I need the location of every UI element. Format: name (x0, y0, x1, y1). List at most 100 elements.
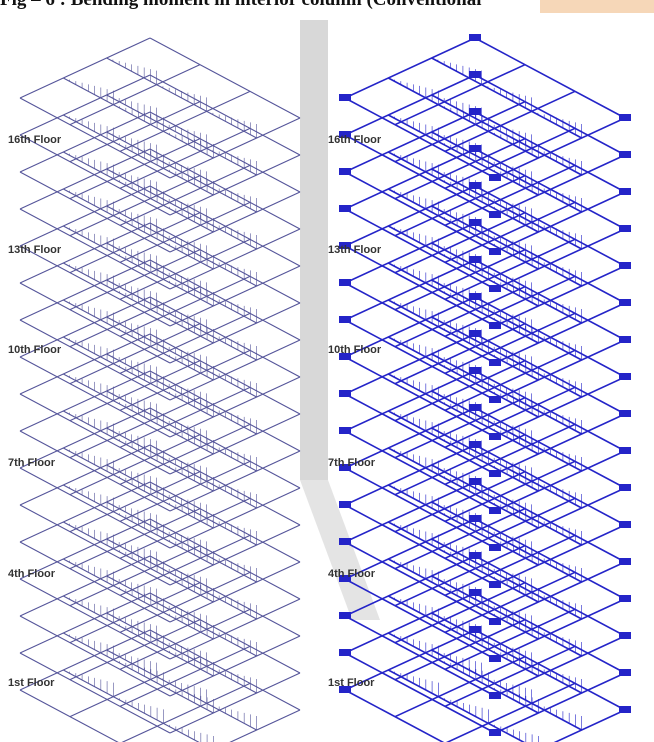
floor-label: 7th Floor (328, 457, 376, 469)
joint-moment (619, 188, 631, 195)
joint-moment (469, 145, 481, 152)
joint-moment (619, 151, 631, 158)
beam (150, 630, 300, 710)
joint-moment (619, 558, 631, 565)
floor-label: 1st Floor (328, 677, 375, 689)
beam (20, 431, 170, 511)
floor-label: 4th Floor (328, 568, 376, 580)
joint-moment (469, 367, 481, 374)
floor-label: 16th Floor (328, 134, 382, 146)
beam (150, 445, 300, 525)
joint-moment (619, 262, 631, 269)
beam (345, 690, 495, 742)
joint-moment (489, 359, 501, 366)
joint-moment (489, 396, 501, 403)
joint-moment (619, 521, 631, 528)
beam (150, 297, 300, 377)
joint-moment (619, 299, 631, 306)
joint-moment (619, 114, 631, 121)
beam (150, 75, 300, 155)
joint-moment (339, 168, 351, 175)
joint-moment (619, 706, 631, 713)
joint-moment (339, 538, 351, 545)
joint-moment (469, 71, 481, 78)
joint-moment (489, 248, 501, 255)
beam (150, 186, 300, 266)
beam (150, 371, 300, 451)
joint-moment (619, 410, 631, 417)
joint-moment (469, 293, 481, 300)
joint-moment (489, 285, 501, 292)
joint-moment (489, 433, 501, 440)
beam (20, 690, 170, 742)
beam (150, 38, 300, 118)
joint-moment (469, 34, 481, 41)
joint-moment (339, 612, 351, 619)
joint-moment (619, 669, 631, 676)
joint-moment (339, 279, 351, 286)
beam (150, 408, 300, 488)
left-structure (20, 38, 300, 742)
joint-moment (619, 447, 631, 454)
joint-moment (339, 316, 351, 323)
beam (20, 320, 170, 400)
joint-moment (489, 211, 501, 218)
beam (20, 246, 170, 326)
joint-moment (469, 515, 481, 522)
floor-label: 13th Floor (8, 244, 62, 256)
beam (150, 334, 300, 414)
joint-moment (469, 478, 481, 485)
page: {"title": "Fig – 6 : Bending moment in i… (0, 0, 654, 742)
joint-moment (489, 618, 501, 625)
diagram: 16th Floor 16th Floor 13th Floor 13th Floor… (0, 0, 654, 742)
joint-moment (469, 182, 481, 189)
floor-label: 4th Floor (8, 568, 56, 580)
joint-moment (489, 729, 501, 736)
joint-moment (469, 404, 481, 411)
joint-moment (469, 256, 481, 263)
joint-moment (619, 336, 631, 343)
beam (20, 579, 170, 659)
floor-label: 1st Floor (8, 677, 55, 689)
beam (150, 519, 300, 599)
joint-moment (489, 692, 501, 699)
joint-moment (619, 225, 631, 232)
right-structure (339, 34, 631, 742)
joint-moment (339, 94, 351, 101)
joint-moment (469, 330, 481, 337)
joint-moment (469, 552, 481, 559)
joint-moment (469, 108, 481, 115)
joint-moment (489, 174, 501, 181)
beam (20, 468, 170, 548)
floor-label: 10th Floor (8, 344, 62, 356)
beam (20, 653, 170, 733)
floor-label: 7th Floor (8, 457, 56, 469)
beam (20, 542, 170, 622)
beam (20, 135, 170, 215)
beam (20, 357, 170, 437)
joint-moment (339, 205, 351, 212)
joint-moment (489, 655, 501, 662)
joint-moment (489, 544, 501, 551)
joint-moment (339, 649, 351, 656)
joint-moment (469, 441, 481, 448)
joint-moment (469, 589, 481, 596)
joint-moment (339, 427, 351, 434)
joint-moment (619, 484, 631, 491)
beam (150, 556, 300, 636)
beam (150, 112, 300, 192)
floor-label: 13th Floor (328, 244, 382, 256)
joint-moment (469, 219, 481, 226)
beam (150, 260, 300, 340)
floor-label: 10th Floor (328, 344, 382, 356)
joint-moment (339, 501, 351, 508)
floor-label: 16th Floor (8, 134, 62, 146)
beam (150, 149, 300, 229)
joint-moment (619, 595, 631, 602)
watermark-bar (300, 20, 328, 480)
beam (20, 172, 170, 252)
joint-moment (489, 507, 501, 514)
joint-moment (619, 373, 631, 380)
joint-moment (489, 581, 501, 588)
joint-moment (469, 626, 481, 633)
